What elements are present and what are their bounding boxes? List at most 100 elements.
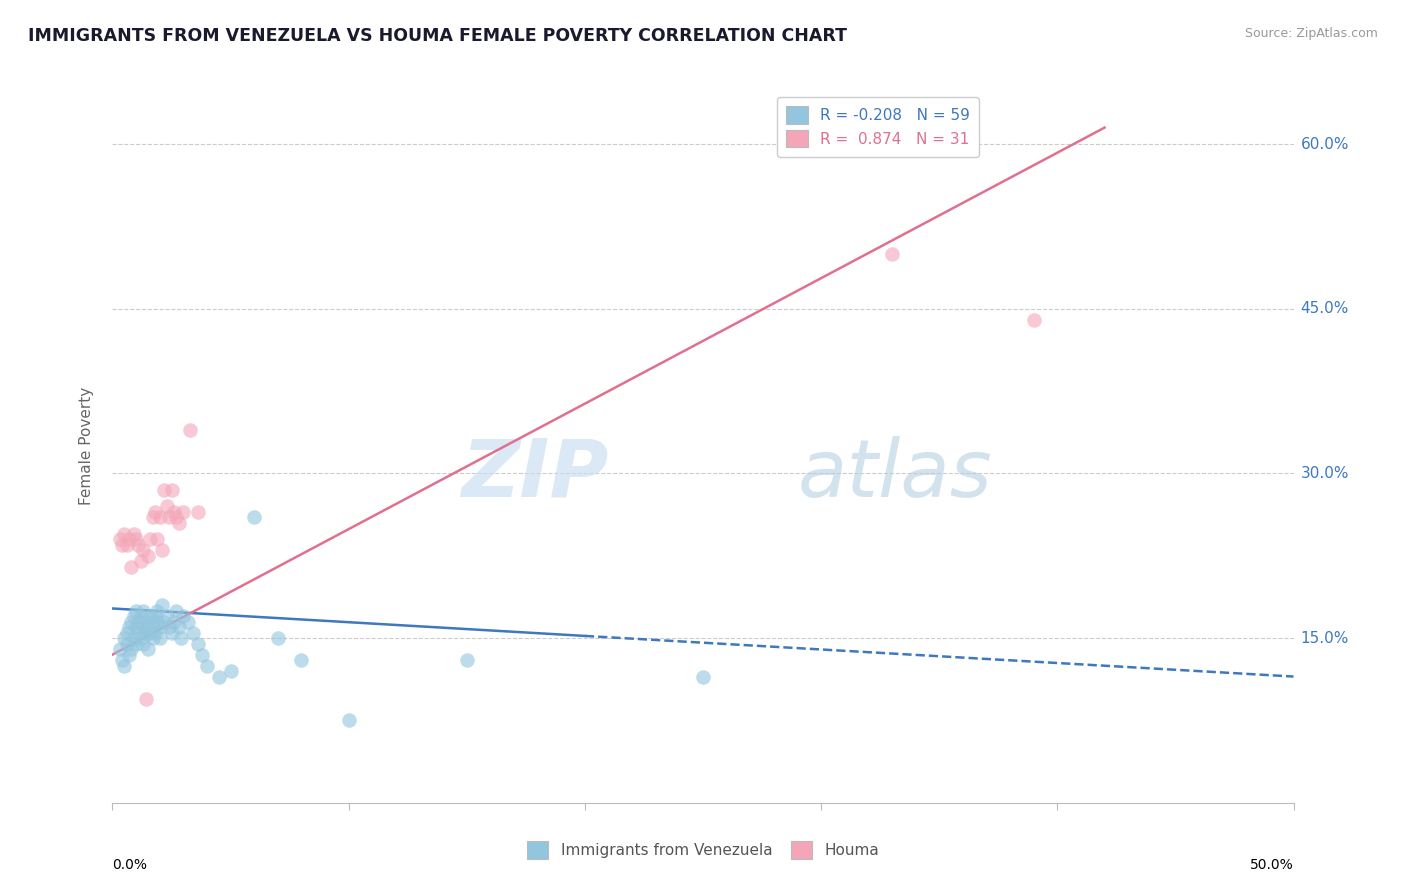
Point (156, 609, 179, 624)
Point (172, 609, 194, 624)
Point (167, 620, 190, 634)
Point (179, 423, 201, 437)
Point (880, 247, 903, 261)
Point (127, 615, 149, 629)
Point (115, 538, 138, 552)
Point (153, 483, 176, 497)
Text: ZIP: ZIP (461, 435, 609, 514)
Point (165, 604, 187, 618)
Point (132, 620, 155, 634)
Point (125, 533, 148, 547)
Text: IMMIGRANTS FROM VENEZUELA VS HOUMA FEMALE POVERTY CORRELATION CHART: IMMIGRANTS FROM VENEZUELA VS HOUMA FEMAL… (28, 27, 848, 45)
Point (149, 620, 172, 634)
Point (186, 637, 208, 651)
Point (115, 637, 138, 651)
Point (139, 609, 162, 624)
Point (163, 505, 186, 519)
Text: 0.0%: 0.0% (112, 858, 148, 871)
Point (136, 620, 159, 634)
Text: 50.0%: 50.0% (1250, 858, 1294, 871)
Point (157, 510, 180, 524)
Point (167, 516, 190, 530)
Point (146, 615, 169, 629)
Point (191, 648, 214, 662)
Point (139, 533, 162, 547)
Point (163, 615, 186, 629)
Point (195, 658, 218, 673)
Point (125, 620, 148, 634)
Text: atlas: atlas (797, 435, 993, 514)
Point (156, 500, 179, 514)
Point (111, 538, 134, 552)
Point (127, 625, 149, 640)
Point (160, 625, 183, 640)
Text: 45.0%: 45.0% (1301, 301, 1348, 317)
Point (208, 669, 231, 683)
Text: 30.0%: 30.0% (1301, 466, 1348, 481)
Point (143, 505, 166, 519)
Point (149, 510, 172, 524)
Point (129, 554, 152, 568)
Point (456, 653, 478, 667)
Point (129, 609, 152, 624)
Point (118, 533, 141, 547)
Point (112, 526, 135, 541)
Point (142, 615, 165, 629)
Point (108, 642, 131, 657)
Point (115, 625, 138, 640)
Text: 15.0%: 15.0% (1301, 631, 1348, 646)
Point (146, 533, 169, 547)
Point (143, 609, 166, 624)
Point (150, 543, 173, 558)
Point (1022, 312, 1045, 326)
Point (146, 604, 169, 618)
Y-axis label: Female Poverty: Female Poverty (79, 387, 94, 505)
Point (118, 648, 141, 662)
Point (112, 631, 135, 645)
Point (122, 631, 145, 645)
Text: Source: ZipAtlas.com: Source: ZipAtlas.com (1244, 27, 1378, 40)
Point (120, 615, 142, 629)
Point (243, 510, 266, 524)
Point (120, 642, 142, 657)
Point (118, 620, 141, 634)
Point (111, 653, 134, 667)
Point (125, 604, 148, 618)
Point (135, 691, 157, 706)
Point (129, 631, 152, 645)
Point (135, 625, 157, 640)
Point (122, 609, 145, 624)
Point (149, 631, 172, 645)
Point (290, 653, 312, 667)
Point (120, 559, 142, 574)
Point (337, 714, 360, 728)
Point (692, 669, 714, 683)
Point (157, 620, 180, 634)
Point (219, 664, 242, 678)
Legend: Immigrants from Venezuela, Houma: Immigrants from Venezuela, Houma (519, 834, 887, 866)
Point (153, 615, 176, 629)
Point (150, 598, 173, 612)
Point (160, 483, 183, 497)
Point (122, 526, 145, 541)
Point (135, 615, 157, 629)
Point (125, 637, 148, 651)
Point (267, 631, 290, 645)
Point (172, 505, 194, 519)
Point (132, 604, 155, 618)
Point (136, 549, 159, 563)
Text: 60.0%: 60.0% (1301, 136, 1348, 152)
Point (142, 510, 165, 524)
Point (132, 543, 155, 558)
Point (177, 615, 200, 629)
Point (136, 642, 159, 657)
Point (181, 625, 204, 640)
Point (143, 625, 166, 640)
Point (108, 533, 131, 547)
Point (112, 658, 135, 673)
Point (139, 625, 162, 640)
Point (132, 637, 155, 651)
Point (127, 538, 149, 552)
Point (186, 505, 208, 519)
Point (170, 631, 193, 645)
